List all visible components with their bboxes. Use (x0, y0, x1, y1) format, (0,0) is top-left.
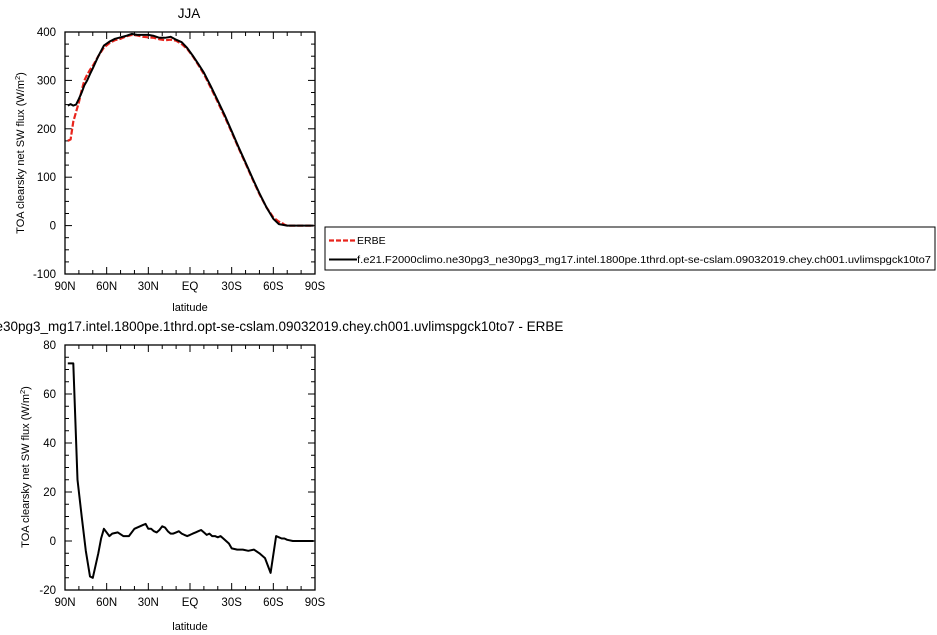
panel-bottom-ytick-label: 40 (43, 438, 56, 450)
panel-top-ylabel-main: TOA clearsky net SW flux (W/m (15, 80, 27, 234)
panel-top-plot-frame (64, 31, 316, 275)
legend-box (324, 226, 936, 271)
panel-top-xtick-label: 60S (263, 281, 284, 293)
panel-bottom-series-line-model (67, 362, 314, 579)
panel-top-xtick-label: 30S (221, 281, 242, 293)
panel-top: JJA 90N 60N 30N EQ 30S 60S 90S -100 0 100 200 300 40… (13, 6, 326, 314)
panel-top-xlabel: latitude (172, 302, 207, 314)
legend-label-erbe: ERBE (357, 235, 386, 247)
panel-bottom-plot-frame (64, 344, 316, 591)
panel-top-xtick-label: 90N (54, 281, 75, 293)
panel-bottom-xtick-label: 30S (221, 597, 242, 609)
panel-bottom-xtick-label: EQ (182, 597, 199, 609)
panel-bottom-ytick-label: 80 (43, 340, 56, 352)
panel-bottom-ylabel-sup: 2 (18, 390, 27, 394)
panel-top-ytick-label: 200 (37, 124, 56, 136)
panel-top-ytick-label: 0 (50, 221, 56, 233)
panel-bottom-ytick-label: 60 (43, 389, 56, 401)
panel-bottom-series (67, 362, 314, 579)
panel-bottom-xlabel: latitude (172, 621, 207, 633)
panel-top-xtick-label: 60N (96, 281, 117, 293)
panel-top-xtick-label: 30N (138, 281, 159, 293)
panel-bottom-xtick-label: 90S (305, 597, 326, 609)
legend-label-model: f.e21.F2000climo.ne30pg3_ne30pg3_mg17.in… (357, 254, 931, 266)
panel-top-ytick-label: 100 (37, 172, 56, 184)
panel-bottom: f.e21.F2000climo.ne30pg3_ne30pg3_mg17.in… (0, 319, 563, 633)
panel-top-ylabel-sup: 2 (13, 76, 22, 80)
panel-bottom-ylabel-tail: ) (20, 386, 32, 390)
panel-top-ytick-label: 300 (37, 75, 56, 87)
legend: ERBE f.e21.F2000climo.ne30pg3_ne30pg3_mg… (324, 226, 936, 271)
panel-top-ytick-label: 400 (37, 27, 56, 39)
panel-top-series-line-erbe (67, 33, 314, 227)
panel-bottom-title: f.e21.F2000climo.ne30pg3_ne30pg3_mg17.in… (0, 319, 563, 334)
panel-top-ticks: 90N 60N 30N EQ 30S 60S 90S -100 0 100 200 300 400 (33, 27, 326, 293)
panel-bottom-xtick-label: 90N (54, 597, 75, 609)
panel-bottom-ytick-label: 0 (50, 536, 56, 548)
panel-top-ylabel-tail: ) (15, 72, 27, 76)
panel-bottom-xtick-label: 60S (263, 597, 284, 609)
panel-top-ytick-label: -100 (33, 269, 56, 281)
panel-bottom-ylabel: TOA clearsky net SW flux (W/m2) (18, 386, 32, 548)
panel-bottom-ytick-label: -20 (39, 585, 56, 597)
panel-top-ylabel: TOA clearsky net SW flux (W/m2) (13, 72, 27, 234)
panel-bottom-ylabel-main: TOA clearsky net SW flux (W/m (20, 394, 32, 548)
panel-bottom-ticks: 90N 60N 30N EQ 30S 60S 90S -20 0 20 40 60 80 (39, 340, 325, 609)
panel-top-xtick-label: 90S (305, 281, 326, 293)
panel-top-title: JJA (178, 6, 201, 21)
panel-bottom-ytick-label: 20 (43, 487, 56, 499)
panel-top-series (67, 32, 314, 227)
panel-top-series-line-model (67, 32, 314, 227)
panel-bottom-xtick-label: 30N (138, 597, 159, 609)
panel-bottom-xtick-label: 60N (96, 597, 117, 609)
panel-top-xtick-label: EQ (182, 281, 199, 293)
